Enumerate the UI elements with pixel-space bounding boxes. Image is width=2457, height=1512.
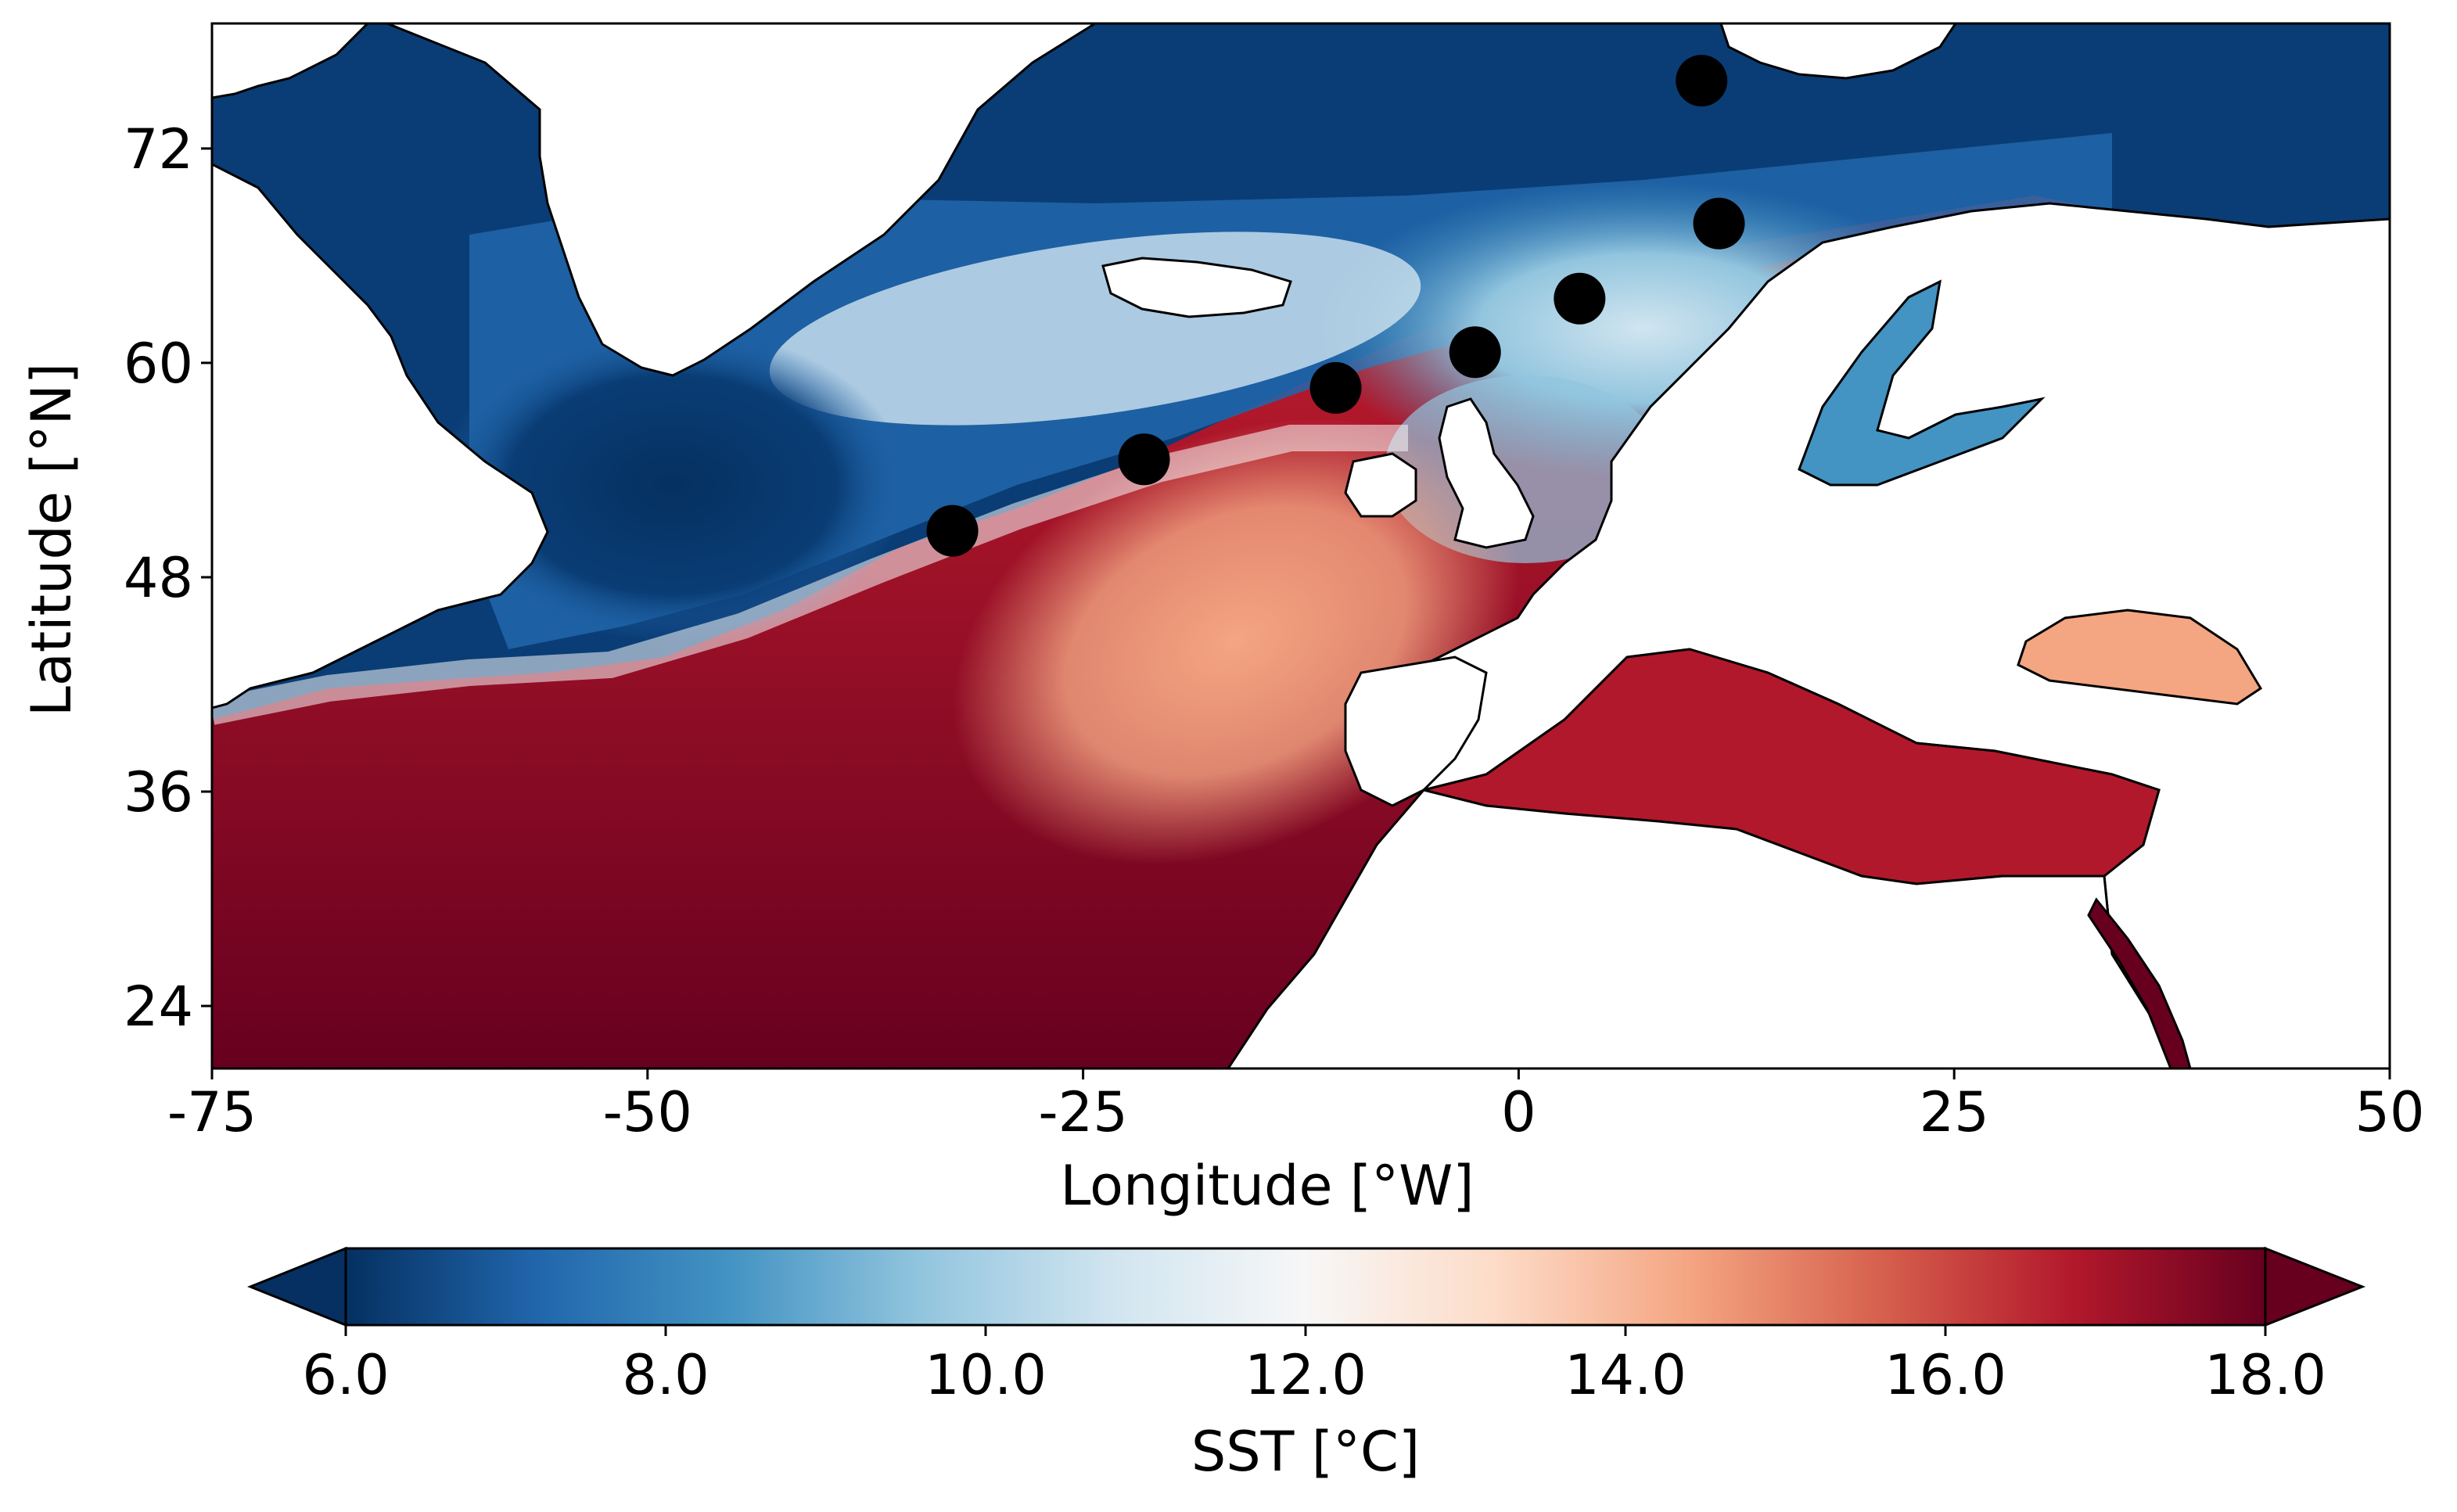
land-black-sea-water xyxy=(2017,609,2263,706)
colorbar-body xyxy=(344,1247,2267,1327)
y-tick-label: 60 xyxy=(124,332,193,396)
land-ireland xyxy=(1344,452,1417,518)
x-axis-label: Longitude [°W] xyxy=(1060,1154,1474,1218)
colorbar-extend-low xyxy=(246,1246,347,1327)
y-tick-label: 72 xyxy=(124,117,193,181)
sst-labrador-core xyxy=(438,329,907,641)
land-red-sea-water xyxy=(2087,897,2192,1068)
station-marker xyxy=(1676,55,1728,107)
y-axis-ticks: 24 36 48 60 72 xyxy=(124,117,212,1039)
station-marker xyxy=(926,505,979,557)
station-marker xyxy=(1554,272,1606,325)
colorbar-tick-label: 16.0 xyxy=(1884,1343,2006,1407)
sst-polar-front xyxy=(212,425,1408,725)
x-tick-label: -75 xyxy=(167,1080,257,1144)
land-baffin xyxy=(212,23,370,99)
colorbar-ticks: 6.0 8.0 10.0 12.0 14.0 16.0 18.0 xyxy=(302,1325,2326,1407)
y-tick-label: 24 xyxy=(124,975,193,1039)
y-tick-label: 36 xyxy=(124,760,193,824)
x-tick-label: -25 xyxy=(1038,1080,1127,1144)
colorbar-tick-label: 6.0 xyxy=(302,1343,389,1407)
map-panel xyxy=(212,23,2390,1068)
station-marker xyxy=(1309,361,1362,414)
land-svalbard xyxy=(1719,23,1957,80)
station-marker xyxy=(1693,197,1745,250)
land-iceland xyxy=(1101,257,1292,318)
station-marker xyxy=(1449,326,1501,379)
y-tick-label: 48 xyxy=(124,546,193,610)
colorbar-tick-label: 10.0 xyxy=(925,1343,1047,1407)
stations xyxy=(926,55,1745,557)
colorbar-tick-label: 8.0 xyxy=(622,1343,709,1407)
colorbar-tick-label: 14.0 xyxy=(1564,1343,1686,1407)
land xyxy=(212,23,2390,1068)
land-britain xyxy=(1438,397,1535,549)
colorbar: 6.0 8.0 10.0 12.0 14.0 16.0 18.0 SST [°C] xyxy=(246,1246,2366,1484)
x-tick-label: -50 xyxy=(603,1080,692,1144)
colorbar-label: SST [°C] xyxy=(1191,1420,1420,1484)
y-axis-label: Latitude [°N] xyxy=(20,363,84,716)
x-axis-ticks: -75 -50 -25 0 25 50 xyxy=(167,1068,2425,1144)
map-frame xyxy=(210,22,2391,1070)
colorbar-tick-label: 12.0 xyxy=(1245,1343,1367,1407)
land-greenland xyxy=(386,23,1097,377)
colorbar-extend-high xyxy=(2264,1246,2366,1327)
land-baltic-water xyxy=(1798,279,2046,487)
land-iberia xyxy=(1344,655,1488,807)
x-tick-label: 50 xyxy=(2355,1080,2424,1144)
x-tick-label: 0 xyxy=(1501,1080,1536,1144)
colorbar-tick-label: 18.0 xyxy=(2204,1343,2326,1407)
land-labrador xyxy=(212,163,549,709)
station-marker xyxy=(1118,433,1170,486)
land-africa xyxy=(1227,788,2192,1068)
x-tick-label: 25 xyxy=(1920,1080,1989,1144)
